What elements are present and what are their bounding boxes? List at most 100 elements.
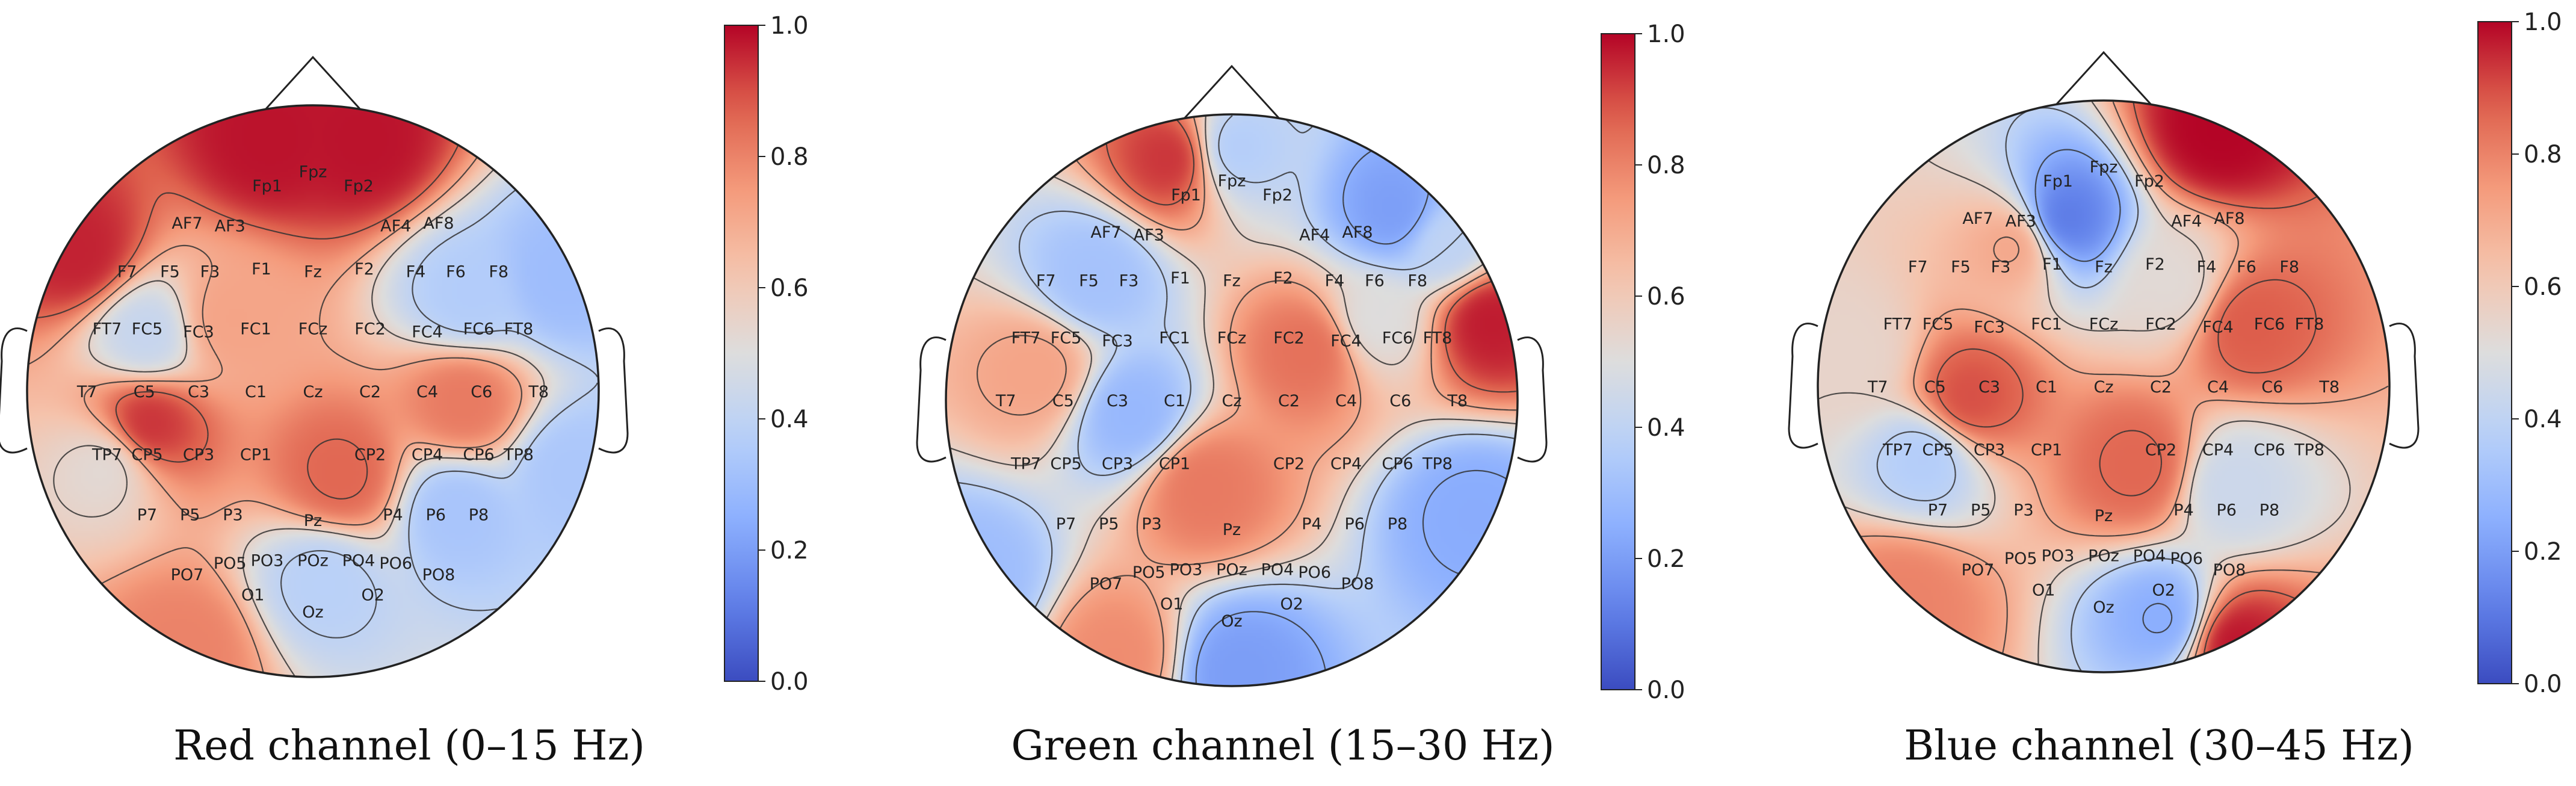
electrode-label-c1: C1: [1164, 392, 1185, 410]
electrode-label-f1: F1: [2042, 255, 2062, 274]
electrode-label-po3: PO3: [2042, 546, 2075, 565]
right-ear-outline: [598, 327, 629, 454]
electrode-label-oz: Oz: [1221, 612, 1242, 631]
electrode-label-po8: PO8: [1341, 575, 1374, 593]
electrode-label-f1: F1: [252, 260, 271, 279]
electrode-label-f5: F5: [1951, 258, 1971, 277]
electrode-label-c6: C6: [1389, 392, 1411, 410]
head-outline: [26, 104, 600, 678]
electrode-label-po6: PO6: [1298, 563, 1331, 582]
electrode-label-cz: Cz: [303, 383, 323, 401]
electrode-label-po6: PO6: [2170, 549, 2203, 568]
electrode-label-po6: PO6: [379, 554, 412, 573]
electrode-label-fc1: FC1: [1159, 329, 1190, 348]
electrode-label-af7: AF7: [171, 214, 202, 233]
electrode-label-cp1: CP1: [240, 446, 271, 465]
colorbar-tick-label: 0.4: [770, 406, 809, 433]
electrode-label-p3: P3: [2013, 501, 2033, 519]
electrode-label-af3: AF3: [215, 217, 246, 236]
electrode-label-oz: Oz: [302, 603, 323, 622]
electrode-label-cp2: CP2: [1273, 455, 1305, 474]
electrode-label-f8: F8: [1407, 272, 1427, 291]
colorbar: [724, 25, 759, 682]
electrode-label-tp8: TP8: [1422, 455, 1453, 474]
colorbar: [1601, 33, 1635, 690]
electrode-label-p5: P5: [180, 506, 200, 524]
electrode-label-f7: F7: [1908, 258, 1928, 277]
electrode-label-p6: P6: [426, 506, 446, 524]
electrode-label-c5: C5: [1052, 392, 1074, 410]
electrode-label-f8: F8: [2279, 258, 2299, 277]
electrode-label-af7: AF7: [1090, 223, 1121, 242]
electrode-label-p4: P4: [1302, 515, 1321, 533]
colorbar-tick-label: 0.0: [2524, 670, 2562, 698]
electrode-label-cp5: CP5: [131, 446, 162, 465]
electrode-label-fc5: FC5: [1923, 315, 1954, 334]
electrode-label-f6: F6: [2237, 258, 2256, 277]
electrode-label-po3: PO3: [1170, 560, 1203, 579]
electrode-label-c6: C6: [471, 383, 492, 401]
electrode-label-p5: P5: [1971, 501, 1991, 519]
electrode-label-fpz: Fpz: [1218, 172, 1246, 190]
nose-outline: [1182, 64, 1281, 120]
electrode-label-fz: Fz: [2095, 258, 2113, 277]
electrode-label-po7: PO7: [1962, 561, 1995, 580]
electrode-label-f6: F6: [446, 263, 466, 282]
electrode-label-fz: Fz: [304, 263, 322, 282]
electrode-label-fc3: FC3: [1102, 332, 1133, 350]
electrode-label-fcz: FCz: [2089, 315, 2119, 334]
electrode-label-t7: T7: [1867, 378, 1888, 397]
electrode-label-tp8: TP8: [503, 446, 534, 465]
left-ear-outline: [916, 336, 947, 463]
electrode-label-fc6: FC6: [463, 320, 495, 339]
electrode-label-ft8: FT8: [1423, 329, 1453, 348]
electrode-label-af3: AF3: [2006, 212, 2036, 231]
caption-green: Green channel (15–30 Hz): [1011, 722, 1555, 770]
electrode-label-t8: T8: [2318, 378, 2340, 397]
electrode-label-f2: F2: [354, 260, 374, 279]
electrode-label-pz: Pz: [304, 512, 322, 530]
electrode-labels: Fp1 Fpz Fp2 AF7 AF3 AF4 AF8 F7 F5 F3 F1 Fz F2 F4 F6 F8 F…: [995, 172, 1468, 631]
electrode-label-ft8: FT8: [2295, 315, 2324, 334]
electrode-label-af4: AF4: [380, 217, 411, 236]
electrode-label-f1: F1: [1170, 269, 1190, 288]
electrode-label-fp2: Fp2: [1262, 186, 1293, 205]
electrode-label-c3: C3: [188, 383, 209, 401]
electrode-label-p7: P7: [1928, 501, 1948, 519]
electrode-label-fc4: FC4: [412, 323, 443, 341]
electrode-label-fc5: FC5: [1051, 329, 1082, 348]
electrode-label-t8: T8: [1447, 392, 1468, 410]
electrode-label-pz: Pz: [1223, 521, 1241, 539]
electrode-label-po5: PO5: [1132, 563, 1166, 582]
electrode-label-fp1: Fp1: [252, 177, 282, 196]
electrode-label-oz: Oz: [2093, 598, 2114, 617]
electrode-label-f4: F4: [406, 263, 426, 282]
right-ear-outline: [1517, 336, 1548, 463]
electrode-label-p3: P3: [1141, 515, 1161, 533]
colorbar-tick-label: 0.0: [1647, 676, 1685, 704]
electrode-labels: Fp1 Fpz Fp2 AF7 AF3 AF4 AF8 F7 F5 F3 F1 Fz F2 F4 F6 F8 F…: [1867, 158, 2340, 617]
electrode-label-fp2: Fp2: [2134, 172, 2164, 191]
electrode-label-cp2: CP2: [2145, 441, 2176, 460]
nose-outline: [2054, 51, 2153, 107]
topomap-blue: Fp1 Fpz Fp2 AF7 AF3 AF4 AF8 F7 F5 F3 F1 Fz F2 F4 F6 F8 F…: [1788, 8, 2562, 698]
electrode-label-fcz: FCz: [298, 320, 328, 339]
electrode-label-f5: F5: [160, 263, 180, 282]
electrode-label-cp1: CP1: [2031, 441, 2062, 460]
contour-lines: [1818, 101, 2389, 672]
electrode-label-p6: P6: [2217, 501, 2237, 519]
electrode-label-tp7: TP7: [1882, 441, 1913, 460]
electrode-label-poz: POz: [297, 551, 329, 570]
electrode-label-o1: O1: [1160, 595, 1183, 613]
electrode-label-fc6: FC6: [2254, 315, 2285, 334]
electrode-label-fz: Fz: [1223, 272, 1241, 291]
electrode-label-c3: C3: [1107, 392, 1128, 410]
electrode-label-p7: P7: [137, 506, 157, 524]
electrode-label-c4: C4: [2207, 378, 2229, 397]
electrode-label-f6: F6: [1365, 272, 1385, 291]
electrode-label-o2: O2: [362, 586, 385, 604]
electrode-label-c2: C2: [1278, 392, 1300, 410]
electrode-label-af8: AF8: [2214, 209, 2244, 228]
electrode-label-c4: C4: [1335, 392, 1357, 410]
electrode-label-cp3: CP3: [183, 446, 214, 465]
